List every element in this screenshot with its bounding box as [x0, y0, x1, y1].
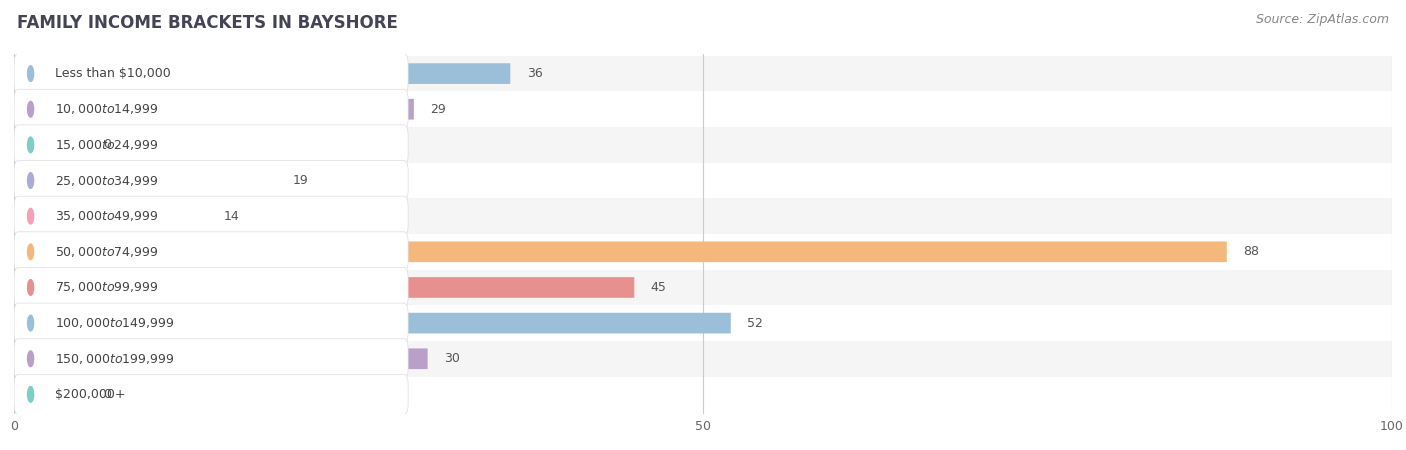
Text: $150,000 to $199,999: $150,000 to $199,999 [55, 352, 174, 366]
Circle shape [28, 137, 34, 153]
FancyBboxPatch shape [14, 170, 276, 191]
Text: $15,000 to $24,999: $15,000 to $24,999 [55, 138, 159, 152]
FancyBboxPatch shape [14, 232, 408, 272]
FancyBboxPatch shape [14, 313, 731, 333]
FancyBboxPatch shape [14, 242, 1227, 262]
FancyBboxPatch shape [14, 270, 1392, 305]
Text: 0: 0 [104, 388, 111, 401]
FancyBboxPatch shape [14, 198, 1392, 234]
Text: $50,000 to $74,999: $50,000 to $74,999 [55, 245, 159, 259]
Text: 30: 30 [444, 352, 460, 365]
Text: Less than $10,000: Less than $10,000 [55, 67, 172, 80]
FancyBboxPatch shape [14, 99, 413, 120]
Circle shape [28, 315, 34, 331]
Text: $75,000 to $99,999: $75,000 to $99,999 [55, 280, 159, 294]
Circle shape [28, 351, 34, 367]
Circle shape [28, 387, 34, 402]
Text: 14: 14 [224, 210, 239, 223]
FancyBboxPatch shape [14, 56, 1392, 91]
Text: $10,000 to $14,999: $10,000 to $14,999 [55, 102, 159, 116]
FancyBboxPatch shape [14, 384, 83, 405]
FancyBboxPatch shape [14, 267, 408, 307]
FancyBboxPatch shape [14, 91, 1392, 127]
Circle shape [28, 279, 34, 295]
Text: 45: 45 [651, 281, 666, 294]
FancyBboxPatch shape [14, 54, 408, 94]
FancyBboxPatch shape [14, 339, 408, 379]
FancyBboxPatch shape [14, 206, 207, 226]
Text: $25,000 to $34,999: $25,000 to $34,999 [55, 174, 159, 188]
Text: 0: 0 [104, 139, 111, 151]
Circle shape [28, 208, 34, 224]
Circle shape [28, 101, 34, 117]
Text: 88: 88 [1243, 245, 1260, 258]
Circle shape [28, 66, 34, 81]
Text: $200,000+: $200,000+ [55, 388, 127, 401]
FancyBboxPatch shape [14, 127, 1392, 163]
FancyBboxPatch shape [14, 303, 408, 343]
FancyBboxPatch shape [14, 63, 510, 84]
FancyBboxPatch shape [14, 277, 634, 298]
FancyBboxPatch shape [14, 196, 408, 236]
FancyBboxPatch shape [14, 377, 1392, 412]
Text: $35,000 to $49,999: $35,000 to $49,999 [55, 209, 159, 223]
FancyBboxPatch shape [14, 374, 408, 414]
Text: 29: 29 [430, 103, 446, 116]
Text: FAMILY INCOME BRACKETS IN BAYSHORE: FAMILY INCOME BRACKETS IN BAYSHORE [17, 14, 398, 32]
FancyBboxPatch shape [14, 161, 408, 201]
Text: 52: 52 [747, 317, 763, 329]
Text: Source: ZipAtlas.com: Source: ZipAtlas.com [1256, 14, 1389, 27]
FancyBboxPatch shape [14, 305, 1392, 341]
Text: 19: 19 [292, 174, 308, 187]
Text: $100,000 to $149,999: $100,000 to $149,999 [55, 316, 174, 330]
FancyBboxPatch shape [14, 125, 408, 165]
FancyBboxPatch shape [14, 341, 1392, 377]
FancyBboxPatch shape [14, 348, 427, 369]
Circle shape [28, 244, 34, 260]
Text: 36: 36 [527, 67, 543, 80]
FancyBboxPatch shape [14, 163, 1392, 198]
Circle shape [28, 173, 34, 189]
FancyBboxPatch shape [14, 135, 83, 155]
FancyBboxPatch shape [14, 89, 408, 129]
FancyBboxPatch shape [14, 234, 1392, 270]
